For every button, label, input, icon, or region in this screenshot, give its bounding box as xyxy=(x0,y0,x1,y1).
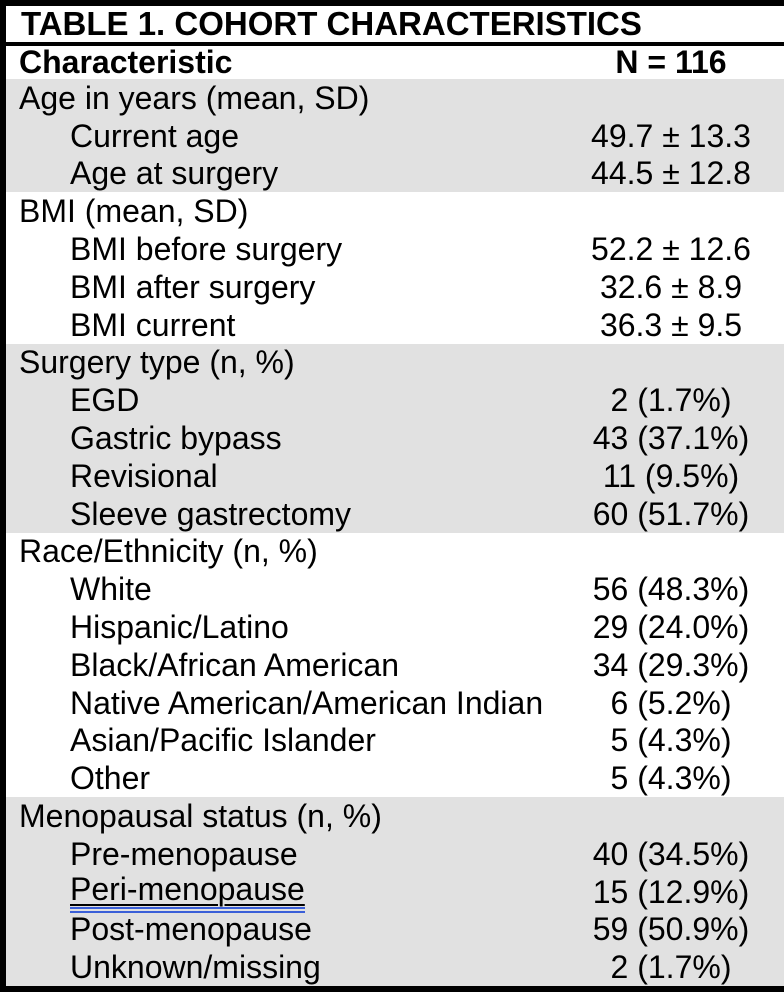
row-label: Sleeve gastrectomy xyxy=(70,495,352,532)
row-value: 5 (4.3%) xyxy=(610,760,732,797)
row-value: 2 (1.7%) xyxy=(610,949,732,986)
row-value: 11 (9.5%) xyxy=(602,457,740,494)
row-value: 32.6 ± 8.9 xyxy=(599,268,743,305)
row-label: Current age xyxy=(70,117,239,154)
row-value: 34 (29.3%) xyxy=(592,646,750,683)
column-header-row: Characteristic N = 116 xyxy=(6,44,784,80)
row-label: Asian/Pacific Islander xyxy=(70,722,376,759)
section-header-bmi-mean-sd: BMI (mean, SD) xyxy=(6,192,784,230)
row-label: BMI current xyxy=(70,306,236,343)
section-header-age-in-years-mean-sd: Age in years (mean, SD) xyxy=(6,79,784,117)
row-label: Peri-menopause xyxy=(6,871,558,913)
row-label: BMI before surgery xyxy=(70,231,343,268)
row-value: 6 (5.2%) xyxy=(610,684,732,721)
table-row-other: Other 5 (4.3%) xyxy=(6,759,784,797)
table-row-asian-pacific-islander: Asian/Pacific Islander 5 (4.3%) xyxy=(6,722,784,760)
row-value: 60 (51.7%) xyxy=(592,495,750,532)
section-header-label: Surgery type (n, %) xyxy=(19,344,295,381)
row-label: BMI after surgery xyxy=(70,268,316,305)
column-header-n: N = 116 xyxy=(615,44,727,80)
table-row-hispanic-latino: Hispanic/Latino 29 (24.0%) xyxy=(6,608,784,646)
table-row-sleeve-gastrectomy: Sleeve gastrectomy 60 (51.7%) xyxy=(6,494,784,533)
table-row-revisional: Revisional 11 (9.5%) xyxy=(6,456,784,495)
table-row-egd: EGD 2 (1.7%) xyxy=(6,381,784,420)
row-label: Other xyxy=(70,760,151,797)
row-value: 43 (37.1%) xyxy=(592,420,750,457)
row-label: Age at surgery xyxy=(70,155,279,192)
table-row-gastric-bypass: Gastric bypass 43 (37.1%) xyxy=(6,419,784,457)
table-row-bmi-after-surgery: BMI after surgery 32.6 ± 8.9 xyxy=(6,268,784,306)
row-value: 44.5 ± 12.8 xyxy=(591,155,751,192)
table-row-age-at-surgery: Age at surgery 44.5 ± 12.8 xyxy=(6,154,784,193)
row-value: 2 (1.7%) xyxy=(610,382,732,419)
row-label: Native American/American Indian xyxy=(70,684,544,721)
row-label: Post-menopause xyxy=(70,911,312,948)
section-header-label: BMI (mean, SD) xyxy=(19,193,249,230)
table-row-current-age: Current age 49.7 ± 13.3 xyxy=(6,116,784,155)
table-row-unknown-missing: Unknown/missing 2 (1.7%) xyxy=(6,948,784,986)
section-header-label: Race/Ethnicity (n, %) xyxy=(19,533,318,570)
column-header-characteristic: Characteristic xyxy=(19,44,233,80)
row-label: Hispanic/Latino xyxy=(70,609,289,646)
table-title: TABLE 1. COHORT CHARACTERISTICS xyxy=(6,6,784,46)
section-header-label: Age in years (mean, SD) xyxy=(19,79,370,116)
row-label: Unknown/missing xyxy=(70,949,321,986)
table-row-post-menopause: Post-menopause 59 (50.9%) xyxy=(6,910,784,949)
row-value: 29 (24.0%) xyxy=(592,609,750,646)
table-row-peri-menopause: Peri-menopause 15 (12.9%) xyxy=(6,871,784,913)
section-header-menopausal-status-n: Menopausal status (n, %) xyxy=(6,797,784,835)
row-value: 5 (4.3%) xyxy=(610,722,732,759)
grammar-underlined-text: Peri-menopause xyxy=(70,872,305,913)
table-body: Age in years (mean, SD) Current age 49.7 ±… xyxy=(6,79,784,986)
row-value: 59 (50.9%) xyxy=(592,911,750,948)
section-header-label: Menopausal status (n, %) xyxy=(19,798,382,835)
table-row-native-american-american-indian: Native American/American Indian 6 (5.2%) xyxy=(6,684,784,722)
row-label: Black/African American xyxy=(70,646,400,683)
table-row-bmi-before-surgery: BMI before surgery 52.2 ± 12.6 xyxy=(6,230,784,268)
row-value: 49.7 ± 13.3 xyxy=(591,117,751,154)
row-value: 40 (34.5%) xyxy=(592,835,750,872)
row-label: EGD xyxy=(70,382,140,419)
table-row-white: White 56 (48.3%) xyxy=(6,570,784,608)
row-label: Revisional xyxy=(70,457,218,494)
row-value: 52.2 ± 12.6 xyxy=(591,231,751,268)
row-value: 56 (48.3%) xyxy=(592,571,750,608)
table-row-black-african-american: Black/African American 34 (29.3%) xyxy=(6,646,784,684)
table-row-bmi-current: BMI current 36.3 ± 9.5 xyxy=(6,306,784,344)
row-label: White xyxy=(70,571,152,608)
row-label: Gastric bypass xyxy=(70,420,282,457)
section-header-surgery-type-n: Surgery type (n, %) xyxy=(6,343,784,382)
row-value: 15 (12.9%) xyxy=(592,873,750,910)
table-row-pre-menopause: Pre-menopause 40 (34.5%) xyxy=(6,834,784,873)
row-label: Pre-menopause xyxy=(70,835,298,872)
section-header-race-ethnicity-n: Race/Ethnicity (n, %) xyxy=(6,533,784,571)
row-value: 36.3 ± 9.5 xyxy=(599,306,743,343)
